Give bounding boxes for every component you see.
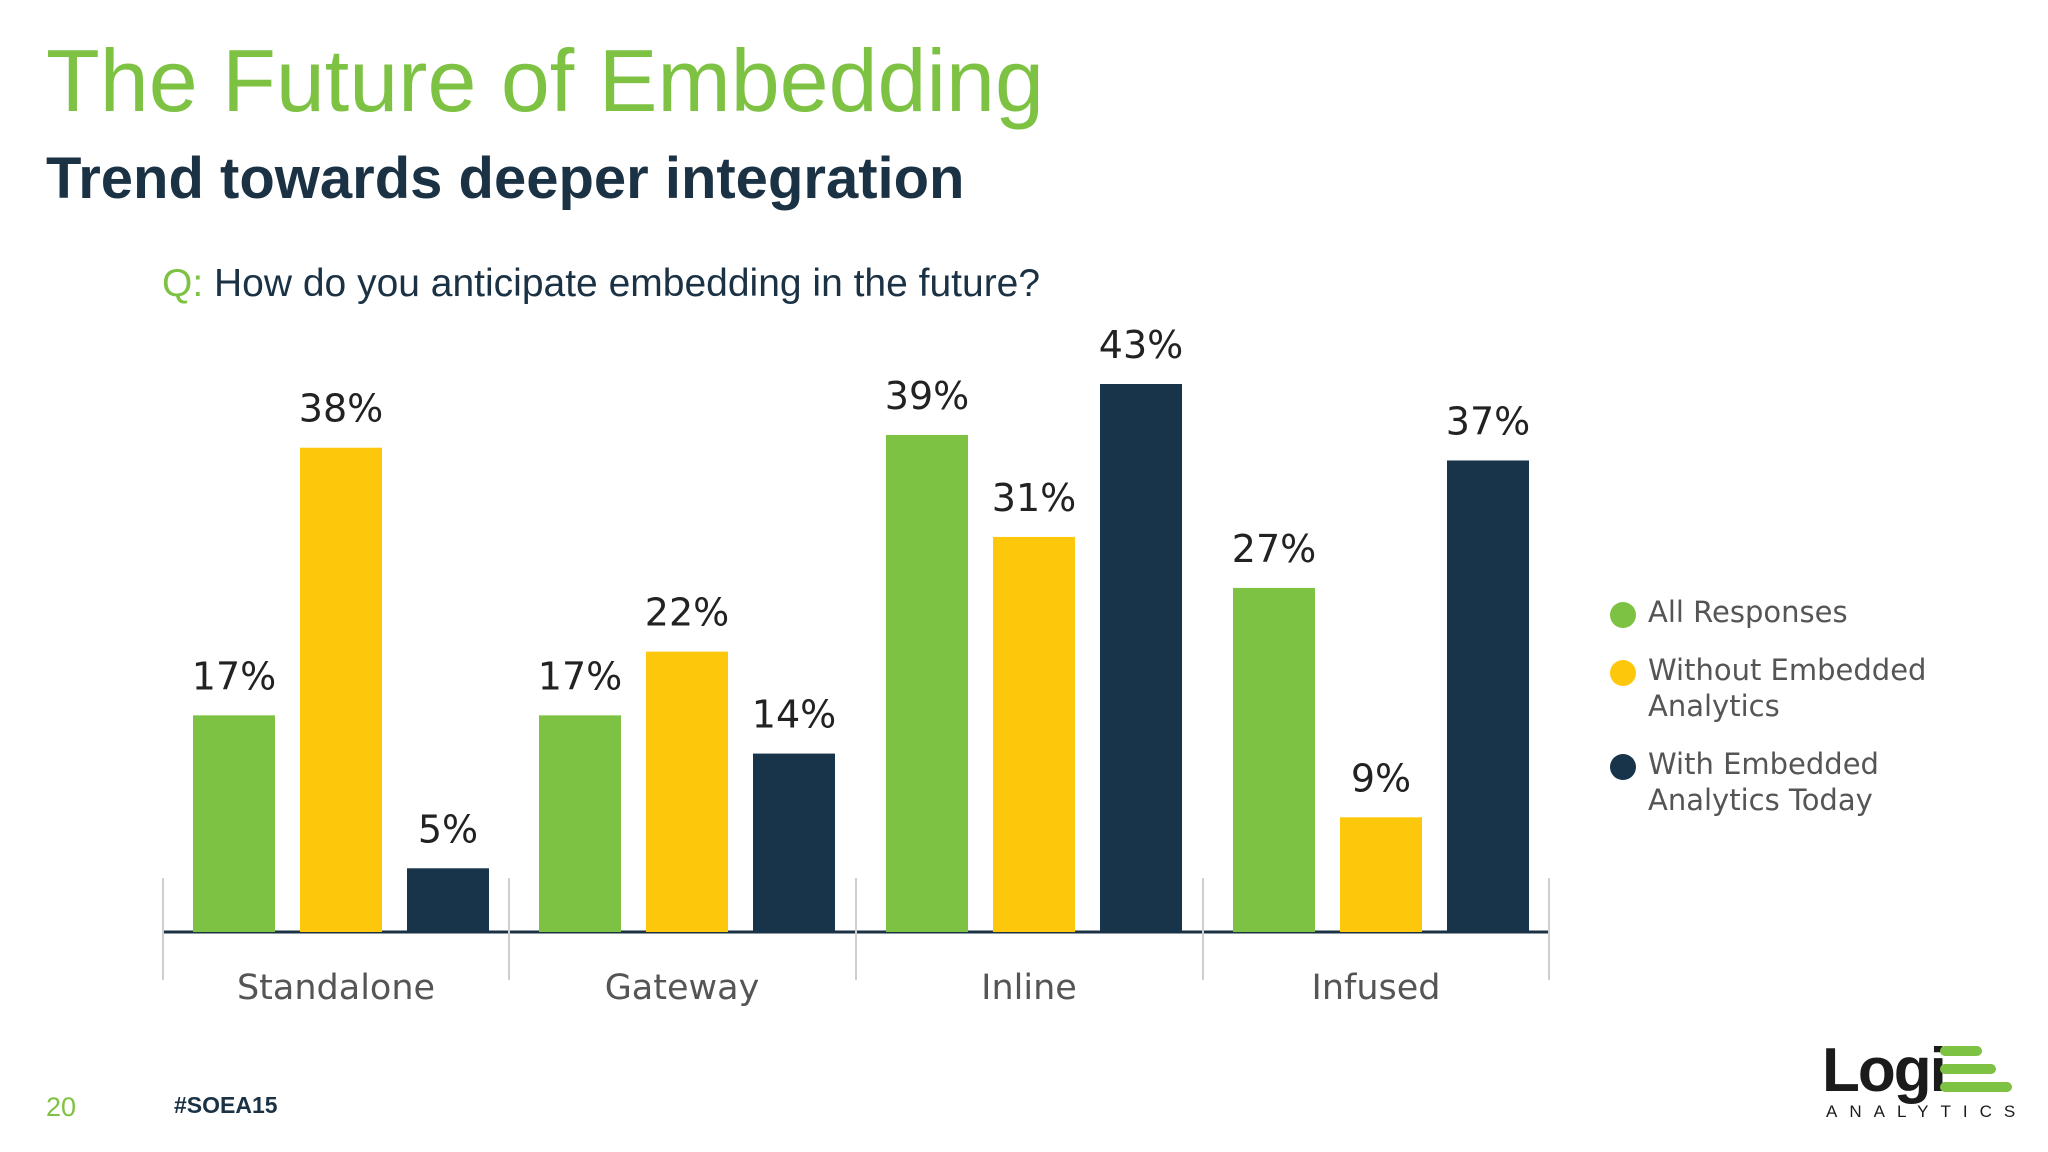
question-text: How do you anticipate embedding in the f… bbox=[214, 262, 1041, 305]
bar-gateway-series-1 bbox=[646, 651, 728, 932]
legend-label: All Responses bbox=[1648, 595, 1848, 629]
legend-item-all-responses: All Responses bbox=[1610, 594, 1948, 630]
bar-data-label: 14% bbox=[752, 693, 836, 737]
bar-data-label: 9% bbox=[1351, 756, 1411, 800]
legend-item-with-embedded: With Embedded Analytics Today bbox=[1610, 746, 1948, 818]
logo-bars-icon bbox=[1940, 1046, 2012, 1096]
bar-standalone-series-0 bbox=[193, 715, 275, 932]
bar-data-label: 5% bbox=[418, 807, 478, 851]
logi-analytics-logo: Logi ANALYTICS bbox=[1822, 1036, 2015, 1122]
bar-data-label: 38% bbox=[299, 387, 383, 431]
bar-data-label: 17% bbox=[192, 654, 276, 698]
survey-question: Q: How do you anticipate embedding in th… bbox=[162, 262, 1040, 307]
bar-inline-series-0 bbox=[886, 434, 968, 932]
bar-data-label: 17% bbox=[538, 654, 622, 698]
x-tick-label: Inline bbox=[981, 968, 1077, 1008]
question-prefix: Q: bbox=[162, 262, 204, 305]
logo-subtext: ANALYTICS bbox=[1826, 1102, 2028, 1121]
bar-gateway-series-0 bbox=[539, 715, 621, 932]
bar-inline-series-2 bbox=[1100, 384, 1182, 932]
bar-standalone-series-1 bbox=[300, 447, 382, 932]
bar-gateway-series-2 bbox=[753, 753, 835, 932]
hashtag: #SOEA15 bbox=[174, 1092, 278, 1118]
bar-data-label: 37% bbox=[1446, 399, 1530, 443]
legend-item-without-embedded: Without Embedded Analytics bbox=[1610, 652, 1948, 724]
bar-inline-series-1 bbox=[993, 536, 1075, 932]
bar-standalone-series-2 bbox=[407, 868, 489, 932]
logo-word: Logi bbox=[1822, 1036, 1947, 1105]
bar-data-label: 31% bbox=[992, 476, 1076, 520]
bar-infused-series-1 bbox=[1340, 817, 1422, 932]
legend-label: Without Embedded Analytics bbox=[1648, 653, 1927, 723]
x-tick-label: Gateway bbox=[605, 968, 760, 1008]
legend-dot-yellow bbox=[1610, 660, 1636, 686]
x-tick-label: Standalone bbox=[237, 968, 435, 1008]
x-tick-label: Infused bbox=[1312, 968, 1441, 1008]
legend-dot-navy bbox=[1610, 754, 1636, 780]
legend-dot-green bbox=[1610, 602, 1636, 628]
chart-legend: All Responses Without Embedded Analytics… bbox=[1610, 594, 1948, 840]
bar-data-label: 39% bbox=[885, 374, 969, 418]
bar-infused-series-2 bbox=[1447, 460, 1529, 932]
legend-label: With Embedded Analytics Today bbox=[1648, 747, 1879, 817]
slide-subtitle: Trend towards deeper integration bbox=[46, 146, 965, 211]
bar-data-label: 43% bbox=[1099, 323, 1183, 367]
bar-data-label: 22% bbox=[645, 591, 729, 635]
bar-infused-series-0 bbox=[1233, 587, 1315, 932]
slide-title: The Future of Embedding bbox=[46, 31, 1044, 130]
page-number: 20 bbox=[46, 1092, 77, 1122]
bar-data-label: 27% bbox=[1232, 527, 1316, 571]
